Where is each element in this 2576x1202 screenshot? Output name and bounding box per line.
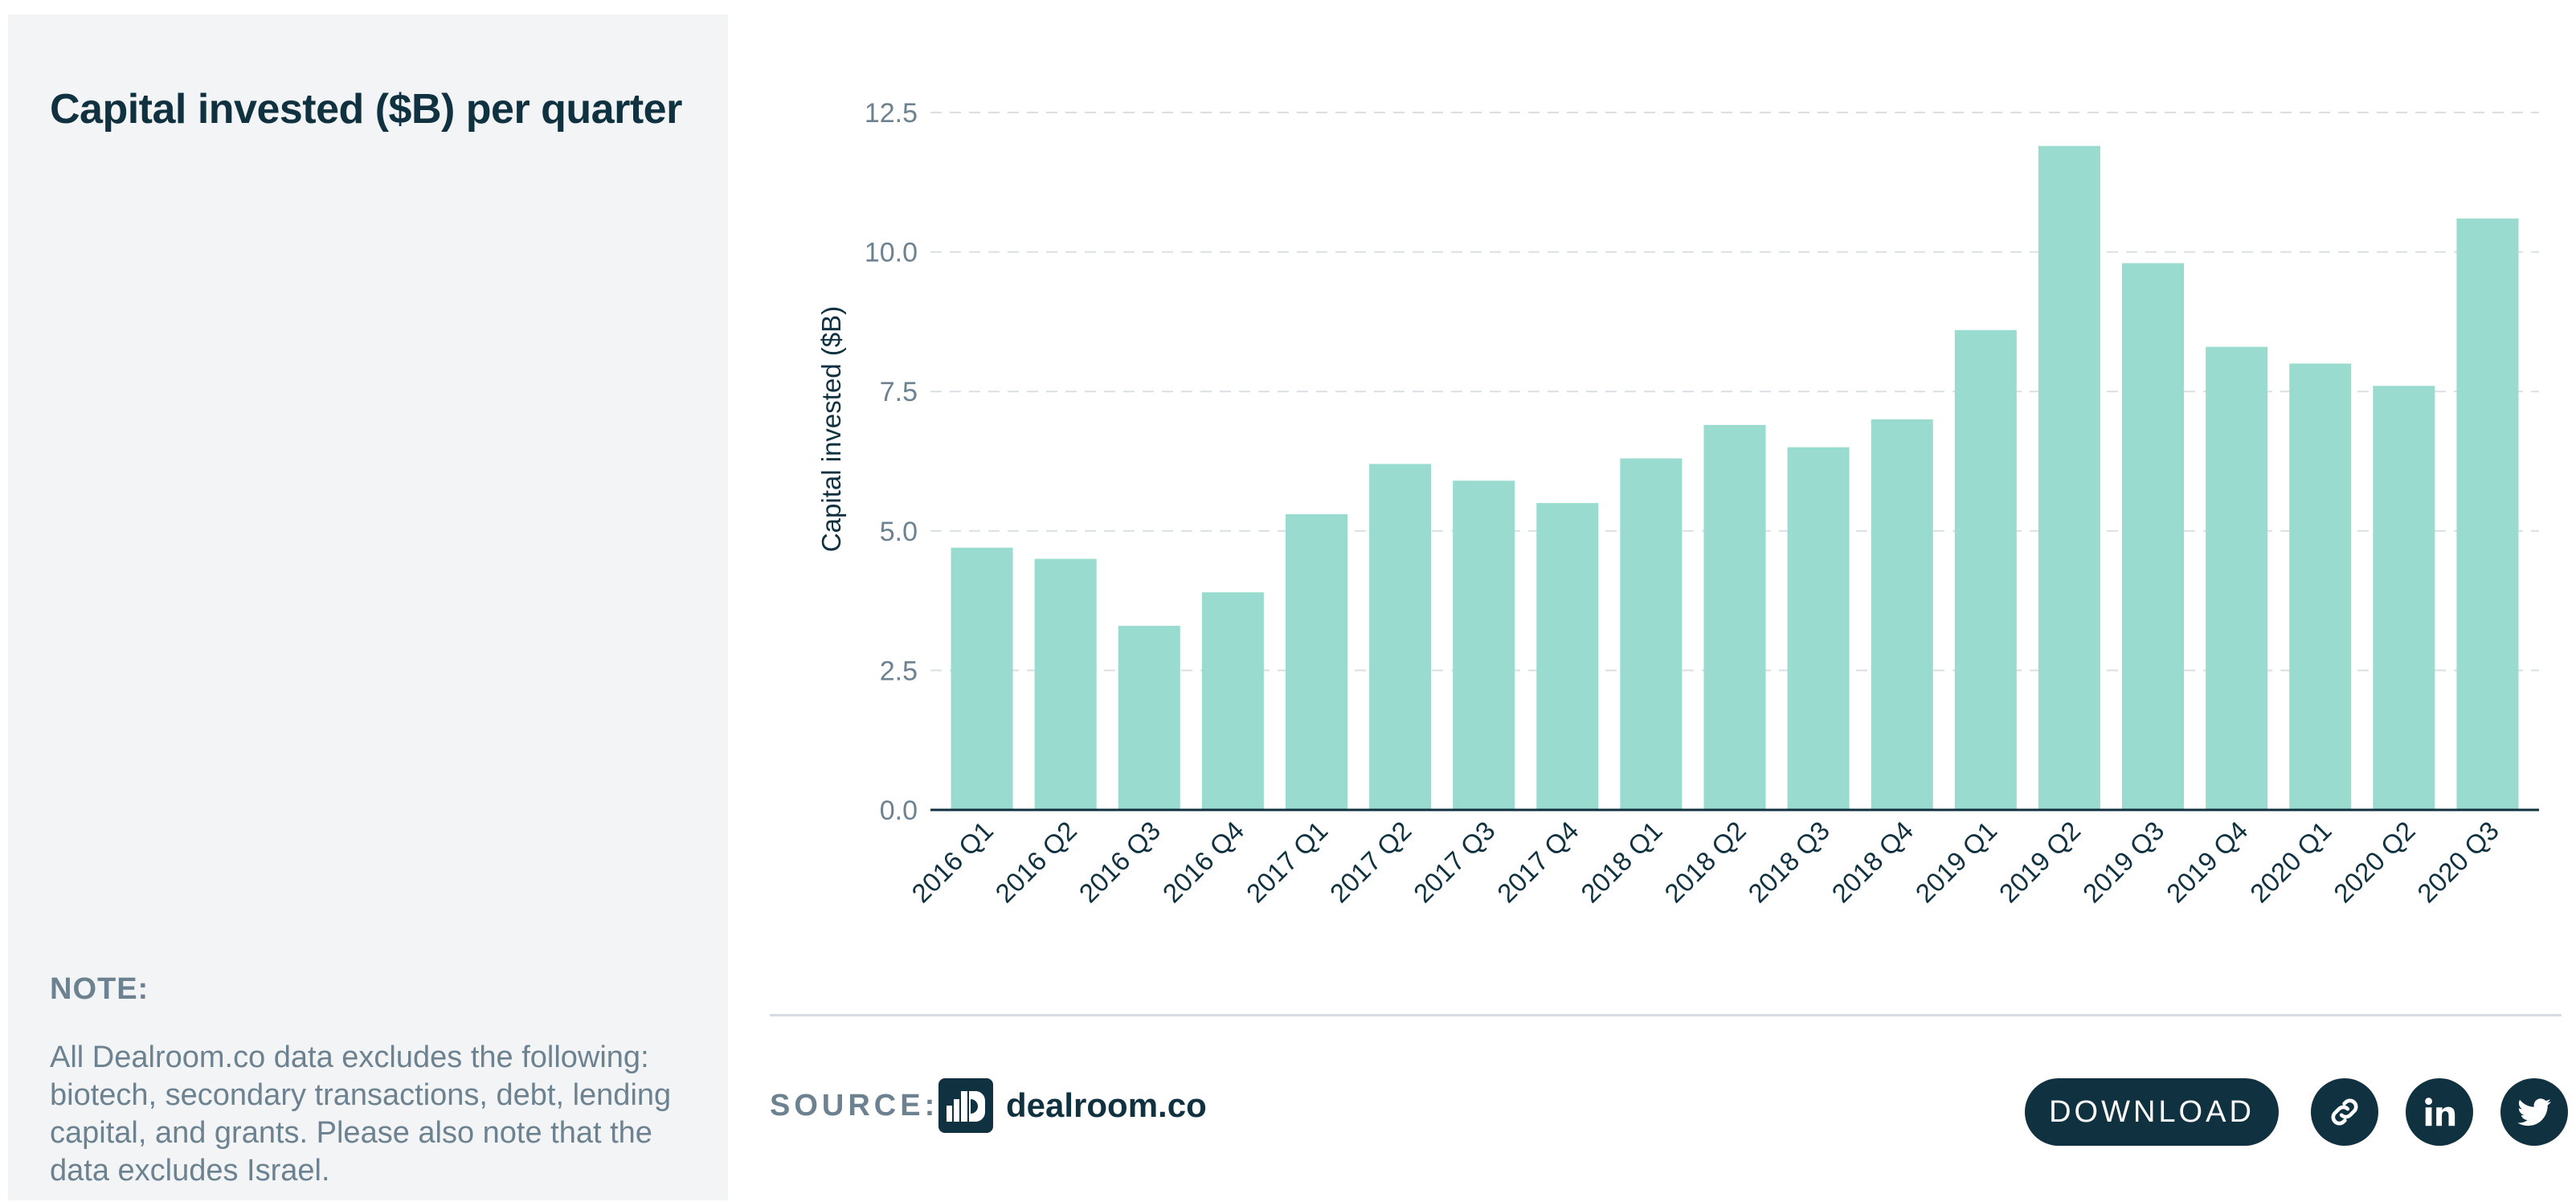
bar [2456,218,2519,810]
source-brand-link[interactable]: dealroom.co [938,1077,1207,1134]
bar [2373,386,2435,811]
x-tick-label: 2019 Q2 [1993,816,2087,909]
link-icon [2331,1098,2358,1126]
x-tick-label: 2017 Q3 [1408,816,1501,909]
y-axis-label: Capital invested ($B) [816,306,846,552]
x-tick-label: 2016 Q1 [906,816,999,909]
twitter-icon [2517,1098,2551,1126]
x-tick-label: 2016 Q2 [989,816,1082,909]
bar [2289,363,2352,811]
bar [1954,329,2017,810]
bar [1369,464,1432,810]
x-tick-label: 2020 Q3 [2411,816,2504,909]
note-text: All Dealroom.co data excludes the follow… [50,1041,672,1188]
x-tick-label: 2019 Q4 [2161,816,2254,909]
x-tick-label: 2019 Q1 [1910,816,2003,909]
bar [1703,424,1766,810]
x-tick-label: 2016 Q3 [1073,816,1167,909]
bar [951,547,1013,810]
bar [2206,346,2268,810]
y-tick-label: 12.5 [865,98,918,129]
y-tick-label: 2.5 [880,656,918,686]
x-tick-label: 2016 Q4 [1157,816,1250,909]
y-tick-label: 0.0 [880,795,918,826]
x-tick-label: 2017 Q1 [1241,816,1334,909]
bar [1201,592,1264,810]
bar [1787,447,1850,810]
y-tick-label: 7.5 [880,377,918,407]
footer-divider [770,1014,2562,1016]
bar [1118,625,1180,810]
x-tick-label: 2018 Q3 [1742,816,1835,909]
chart-title: Capital invested ($B) per quarter [50,86,682,133]
chart-area: 0.0 2.5 5.0 7.5 10.0 12.5 2016 Q1 2016 Q2 2016 Q… [771,48,2539,980]
x-tick-label: 2019 Q3 [2077,816,2170,909]
y-tick-label: 5.0 [880,517,918,547]
x-tick-label: 2017 Q2 [1324,816,1417,909]
source-label: SOURCE: [770,1089,939,1122]
brand-name: dealroom.co [1006,1086,1207,1124]
x-tick-label: 2018 Q4 [1826,816,1919,909]
bar [1453,480,1515,810]
copy-link-button[interactable] [2311,1078,2378,1146]
linkedin-share-button[interactable] [2406,1078,2473,1146]
y-tick-label: 10.0 [865,238,918,268]
bar [2038,145,2100,810]
x-tick-label: 2020 Q2 [2328,816,2421,909]
linkedin-icon [2425,1098,2455,1126]
bar [1620,458,1683,810]
bar [1536,503,1599,810]
bar [1871,419,1933,810]
x-tick-label: 2018 Q2 [1658,816,1752,909]
side-panel: Capital invested ($B) per quarter NOTE: … [8,14,728,1200]
bar [2122,263,2185,810]
download-button[interactable]: DOWNLOAD [2025,1078,2279,1146]
x-tick-label: 2017 Q4 [1491,816,1584,909]
note-heading: NOTE: [50,972,149,1006]
bar [1034,558,1097,810]
dealroom-logo-icon [938,1078,993,1133]
bar [1285,513,1347,810]
x-tick-label: 2018 Q1 [1575,816,1668,909]
x-tick-label: 2020 Q1 [2244,816,2337,909]
twitter-share-button[interactable] [2500,1078,2568,1146]
